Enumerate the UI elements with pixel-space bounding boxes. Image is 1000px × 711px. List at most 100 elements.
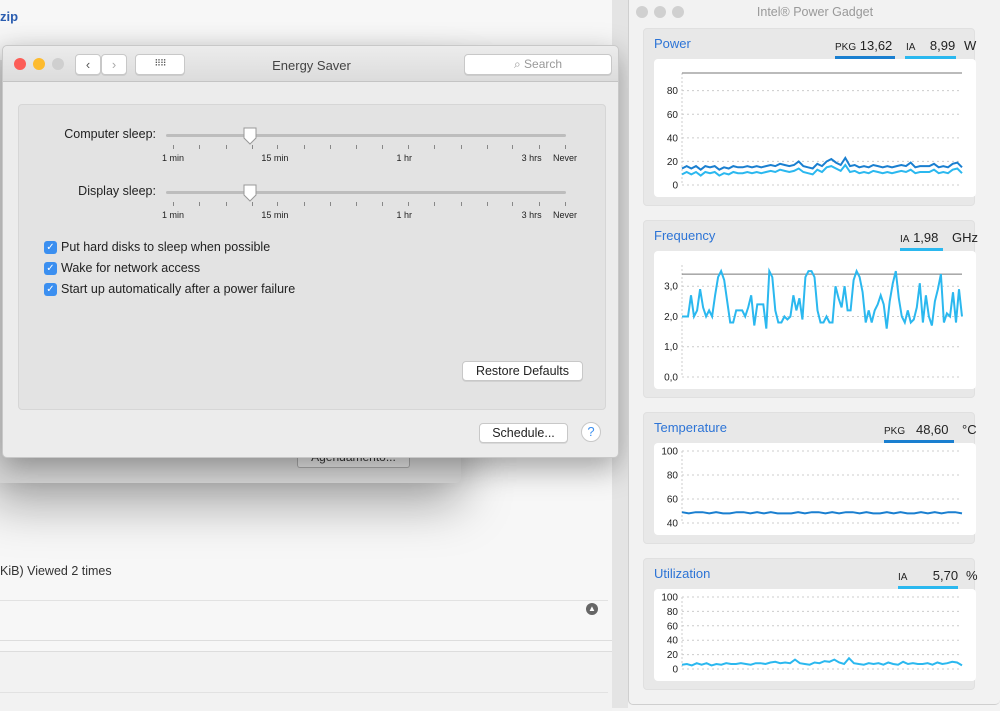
slider-tick-label: 15 min (261, 153, 289, 163)
slider-tick (434, 145, 436, 149)
power-panel: Power PKG 13,62 IA 8,99 W 0 20 40 60 80 (643, 28, 976, 206)
temperature-chart: 40 60 80 100 (654, 443, 976, 535)
tick-label: 0 (672, 665, 678, 676)
series-line-ia (682, 267, 963, 329)
tick-label: 0,0 (664, 373, 678, 384)
tick-label: 20 (667, 157, 679, 168)
grid-icon: ⠿⠿ (154, 58, 166, 68)
tick-label: 40 (667, 519, 679, 530)
panel-title: Frequency (654, 228, 716, 243)
search-input[interactable]: ⌕ Search (464, 54, 612, 75)
pkg-legend-line (835, 56, 895, 59)
slider-tick-label: 1 hr (396, 210, 413, 220)
tick-label: 60 (667, 621, 679, 632)
slider-tick (538, 145, 540, 149)
slider-tick (565, 145, 566, 149)
slider-tick (356, 202, 358, 206)
slider-thumb[interactable] (242, 184, 258, 202)
divider (0, 640, 612, 641)
tick-label: 100 (661, 447, 678, 458)
ia-label: IA (898, 572, 908, 583)
series-line-pkg (681, 511, 963, 515)
slider-tick (408, 145, 410, 149)
search-placeholder: Search (524, 57, 563, 71)
tick-label: 80 (667, 607, 679, 618)
slider-tick (512, 145, 514, 149)
show-all-button[interactable]: ⠿⠿ (135, 54, 185, 75)
slider-tick-label: 3 hrs (521, 210, 542, 220)
slider-tick (538, 202, 540, 206)
panel-title: Temperature (654, 420, 727, 435)
slider-tick (460, 145, 462, 149)
display-sleep-slider[interactable] (166, 191, 566, 194)
slider-tick (277, 202, 279, 206)
slider-tick (381, 145, 383, 149)
tick-label: 0 (672, 181, 678, 192)
chevron-up-icon[interactable]: ▲ (586, 603, 598, 615)
tick-label: 2,0 (664, 312, 678, 323)
minimize-button[interactable] (33, 58, 45, 70)
tick-label: 80 (667, 86, 679, 97)
slider-tick (173, 202, 174, 206)
divider (0, 692, 608, 693)
pkg-legend-line (884, 440, 954, 443)
ia-legend-line (898, 586, 958, 589)
power-gadget-window: Intel® Power Gadget Power PKG 13,62 IA 8… (628, 0, 1000, 705)
ia-readout: IA 8,99 (906, 38, 955, 53)
series-line-pkg (681, 155, 963, 171)
restore-defaults-button[interactable]: Restore Defaults (462, 361, 583, 381)
slider-tick-label: 1 min (161, 210, 185, 220)
checkbox-label: Start up automatically after a power fai… (61, 282, 296, 296)
zoom-button[interactable] (672, 6, 684, 18)
ia-label: IA (906, 42, 916, 53)
back-button[interactable]: ‹ (75, 54, 101, 75)
unit: % (966, 568, 978, 583)
series-line-ia (681, 656, 963, 667)
slider-tick (512, 202, 514, 206)
attachment-link[interactable]: zip (0, 9, 19, 24)
slider-thumb[interactable] (242, 127, 258, 145)
ia-legend-line (905, 56, 956, 59)
zoom-button[interactable] (52, 58, 64, 70)
temperature-panel: Temperature PKG 48,60 °C 40 60 80 100 (643, 412, 977, 544)
utilization-chart: 0 20 40 60 80 100 (654, 589, 976, 681)
post-panel (0, 651, 612, 711)
forward-button[interactable]: › (101, 54, 127, 75)
slider-tick-label: Never (552, 210, 578, 220)
close-button[interactable] (636, 6, 648, 18)
slider-tick (329, 145, 331, 149)
divider (0, 600, 608, 601)
display-sleep-label: Display sleep: (78, 184, 156, 198)
slider-tick (329, 202, 331, 206)
tick-label: 40 (667, 133, 679, 144)
slider-tick-label: 3 hrs (521, 153, 542, 163)
energy-saver-window: ‹ › ⠿⠿ Energy Saver ⌕ Search Computer sl… (2, 45, 619, 458)
pkg-label: PKG (884, 426, 906, 437)
slider-tick (408, 202, 410, 206)
slider-tick (225, 202, 227, 206)
ia-value: 1,98 (913, 230, 939, 245)
slider-tick (199, 202, 201, 206)
schedule-button[interactable]: Schedule... (479, 423, 568, 443)
tick-label: 60 (667, 110, 679, 121)
pkg-value: 13,62 (859, 38, 893, 53)
pkg-value: 48,60 (915, 422, 949, 437)
slider-tick (434, 202, 436, 206)
slider-tick (356, 145, 358, 149)
slider-tick-label: 1 min (161, 153, 185, 163)
help-button[interactable]: ? (581, 422, 601, 442)
checkbox-hard-disks[interactable]: ✓ (44, 241, 57, 254)
computer-sleep-slider[interactable] (166, 134, 566, 137)
checkbox-wake-network[interactable]: ✓ (44, 262, 57, 275)
utilization-panel: Utilization IA 5,70 % 0 20 40 60 80 100 (643, 558, 978, 690)
tick-label: 40 (667, 636, 679, 647)
tick-label: 80 (667, 471, 679, 482)
ia-value: 5,70 (932, 568, 959, 583)
minimize-button[interactable] (654, 6, 666, 18)
slider-tick (486, 202, 488, 206)
close-button[interactable] (14, 58, 26, 70)
checkbox-startup-power-failure[interactable]: ✓ (44, 283, 57, 296)
slider-tick-label: Never (552, 153, 578, 163)
slider-tick (460, 202, 462, 206)
tick-label: 60 (667, 495, 679, 506)
